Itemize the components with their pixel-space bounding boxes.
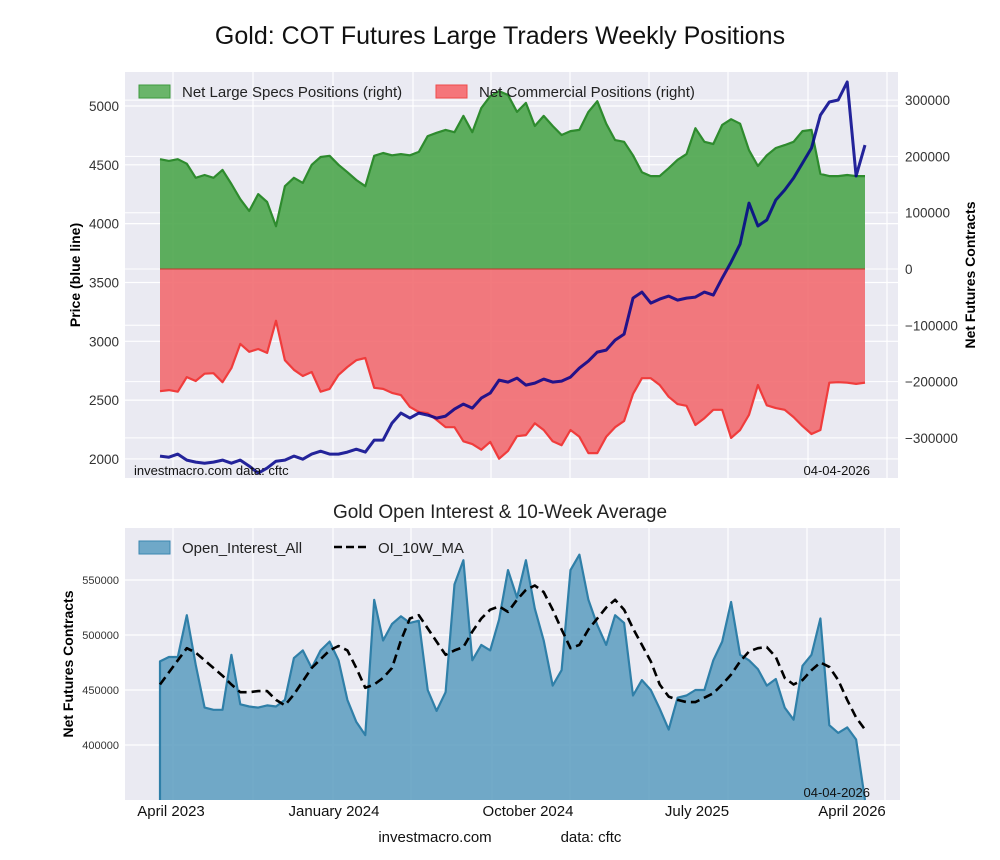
bottom-moving-average [158,584,867,731]
y-tick-label: 400000 [82,740,119,752]
top-date-annotation: 04-04-2026 [804,463,871,478]
footer-site: investmacro.com [378,829,491,846]
legend-label-open-interest: Open_Interest_All [182,540,302,557]
x-axis-ticks: April 2023 January 2024 October 2024 July 2… [137,803,886,820]
legend-label-ma: OI_10W_MA [378,540,464,557]
x-tick-label: January 2024 [289,803,380,820]
legend-swatch-open-interest [138,540,171,555]
right-tick-label: 200000 [905,149,950,164]
subchart-title: Gold Open Interest & 10-Week Average [332,502,668,523]
right-tick-label: 0 [905,262,913,277]
x-tick-label: July 2025 [665,803,729,820]
x-tick-label: April 2023 [137,803,205,820]
legend-label-commercial: Net Commercial Positions (right) [479,84,695,101]
left-tick-label: 3000 [89,334,119,349]
bottom-chart: 400000 450000 500000 550000 April 2023 Janua… [60,528,900,846]
commercial-line [159,319,866,460]
top-watermark: investmacro.com data: cftc [134,463,289,478]
right-tick-label: 300000 [905,93,950,108]
y-tick-label: 550000 [82,575,119,587]
top-chart: 2000 2500 3000 3500 4000 4500 5000 −300000 −200… [67,72,978,478]
left-tick-label: 3500 [89,275,119,290]
top-price [159,80,867,475]
chart-title: Gold: COT Futures Large Traders Weekly P… [214,22,786,50]
open-interest-line [158,553,867,801]
right-axis-label: Net Futures Contracts [962,201,978,348]
y-tick-label: 500000 [82,630,119,642]
right-tick-label: 100000 [905,206,950,221]
legend-label-specs: Net Large Specs Positions (right) [182,84,402,101]
legend-swatch-commercial [435,84,468,99]
top-areas [159,90,866,460]
left-tick-label: 4000 [89,217,119,232]
specs-area [160,91,865,270]
left-tick-label: 4500 [89,158,119,173]
moving-average-line [158,584,867,731]
bottom-legend: Open_Interest_All OI_10W_MA [138,540,464,557]
bottom-area [158,553,867,801]
left-tick-label: 2000 [89,452,119,467]
left-axis-label: Price (blue line) [67,223,83,327]
right-tick-label: −200000 [905,375,958,390]
commercial-area [160,269,865,459]
y-tick-label: 450000 [82,685,119,697]
left-axis-ticks: 2000 2500 3000 3500 4000 4500 5000 [89,99,119,467]
right-tick-label: −100000 [905,318,958,333]
right-tick-label: −300000 [905,431,958,446]
x-tick-label: October 2024 [483,803,574,820]
bottom-axis-ticks: 400000 450000 500000 550000 [82,575,119,752]
open-interest-area [160,554,865,800]
left-tick-label: 5000 [89,99,119,114]
bottom-y-axis-label: Net Futures Contracts [60,590,76,737]
left-tick-label: 2500 [89,393,119,408]
footer-source: data: cftc [561,829,622,846]
legend-swatch-specs [138,84,171,99]
top-legend: Net Large Specs Positions (right) Net Co… [138,84,695,101]
bottom-date-annotation: 04-04-2026 [804,785,871,800]
right-axis-ticks: −300000 −200000 −100000 0 100000 200000 300000 [905,93,958,446]
specs-line [159,90,865,228]
price-line [159,80,867,475]
x-tick-label: April 2026 [818,803,886,820]
